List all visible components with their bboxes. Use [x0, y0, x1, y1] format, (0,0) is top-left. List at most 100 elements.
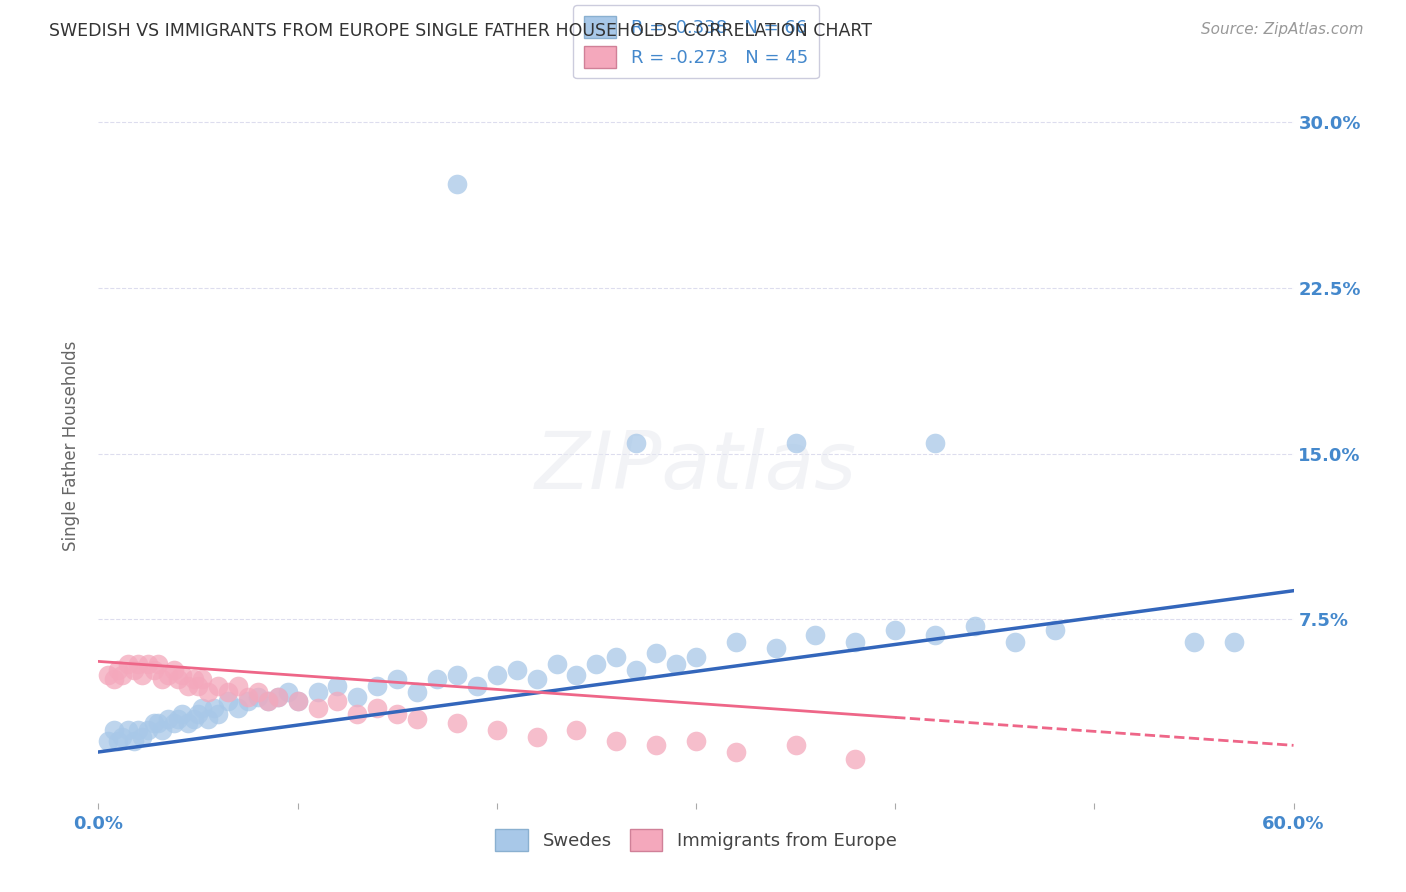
- Point: [346, 690, 368, 704]
- Point: [136, 657, 159, 671]
- Point: [724, 634, 747, 648]
- Point: [785, 739, 807, 753]
- Point: [167, 672, 190, 686]
- Point: [626, 435, 648, 450]
- Point: [287, 694, 309, 708]
- Point: [148, 657, 170, 671]
- Point: [446, 716, 468, 731]
- Point: [385, 707, 409, 722]
- Point: [844, 634, 866, 648]
- Legend: Swedes, Immigrants from Europe: Swedes, Immigrants from Europe: [488, 822, 904, 858]
- Point: [177, 716, 200, 731]
- Point: [465, 679, 488, 693]
- Point: [963, 619, 986, 633]
- Point: [1182, 634, 1205, 648]
- Point: [236, 690, 259, 704]
- Point: [172, 667, 194, 681]
- Point: [605, 734, 627, 748]
- Point: [385, 672, 409, 686]
- Point: [645, 646, 668, 660]
- Point: [111, 667, 134, 681]
- Point: [526, 672, 548, 686]
- Point: [406, 712, 429, 726]
- Point: [207, 679, 229, 693]
- Point: [665, 657, 688, 671]
- Point: [1223, 634, 1246, 648]
- Point: [924, 628, 946, 642]
- Point: [346, 707, 368, 722]
- Point: [485, 723, 508, 737]
- Point: [326, 694, 349, 708]
- Point: [366, 679, 388, 693]
- Point: [157, 712, 180, 726]
- Point: [207, 707, 229, 722]
- Point: [844, 751, 866, 765]
- Point: [645, 739, 668, 753]
- Point: [103, 723, 125, 737]
- Point: [163, 716, 186, 731]
- Point: [143, 716, 166, 731]
- Point: [217, 685, 239, 699]
- Point: [884, 624, 907, 638]
- Point: [103, 672, 125, 686]
- Point: [246, 685, 269, 699]
- Point: [150, 723, 173, 737]
- Point: [187, 679, 209, 693]
- Point: [565, 723, 588, 737]
- Point: [107, 663, 129, 677]
- Point: [256, 694, 278, 708]
- Point: [785, 435, 807, 450]
- Point: [226, 700, 249, 714]
- Point: [127, 723, 149, 737]
- Point: [485, 667, 508, 681]
- Point: [131, 667, 153, 681]
- Point: [202, 700, 225, 714]
- Point: [236, 694, 259, 708]
- Point: [183, 672, 205, 686]
- Point: [111, 730, 134, 744]
- Point: [924, 435, 946, 450]
- Point: [1004, 634, 1026, 648]
- Point: [217, 694, 239, 708]
- Point: [804, 628, 827, 642]
- Point: [191, 672, 214, 686]
- Point: [197, 685, 219, 699]
- Text: ZIPatlas: ZIPatlas: [534, 428, 858, 507]
- Point: [163, 663, 186, 677]
- Point: [287, 694, 309, 708]
- Point: [506, 663, 529, 677]
- Point: [172, 707, 194, 722]
- Point: [366, 700, 388, 714]
- Point: [307, 685, 329, 699]
- Point: [724, 745, 747, 759]
- Point: [183, 712, 205, 726]
- Point: [307, 700, 329, 714]
- Point: [97, 734, 120, 748]
- Point: [124, 734, 146, 748]
- Y-axis label: Single Father Households: Single Father Households: [62, 341, 80, 551]
- Point: [177, 679, 200, 693]
- Point: [546, 657, 568, 671]
- Point: [191, 700, 214, 714]
- Point: [157, 667, 180, 681]
- Point: [406, 685, 429, 699]
- Point: [446, 667, 468, 681]
- Point: [187, 707, 209, 722]
- Point: [117, 657, 139, 671]
- Point: [226, 679, 249, 693]
- Point: [685, 650, 707, 665]
- Point: [148, 716, 170, 731]
- Text: SWEDISH VS IMMIGRANTS FROM EUROPE SINGLE FATHER HOUSEHOLDS CORRELATION CHART: SWEDISH VS IMMIGRANTS FROM EUROPE SINGLE…: [49, 22, 872, 40]
- Point: [131, 730, 153, 744]
- Point: [97, 667, 120, 681]
- Point: [526, 730, 548, 744]
- Point: [605, 650, 627, 665]
- Point: [267, 690, 290, 704]
- Point: [446, 178, 468, 192]
- Point: [197, 712, 219, 726]
- Point: [150, 672, 173, 686]
- Point: [136, 723, 159, 737]
- Point: [167, 712, 190, 726]
- Point: [277, 685, 299, 699]
- Point: [127, 657, 149, 671]
